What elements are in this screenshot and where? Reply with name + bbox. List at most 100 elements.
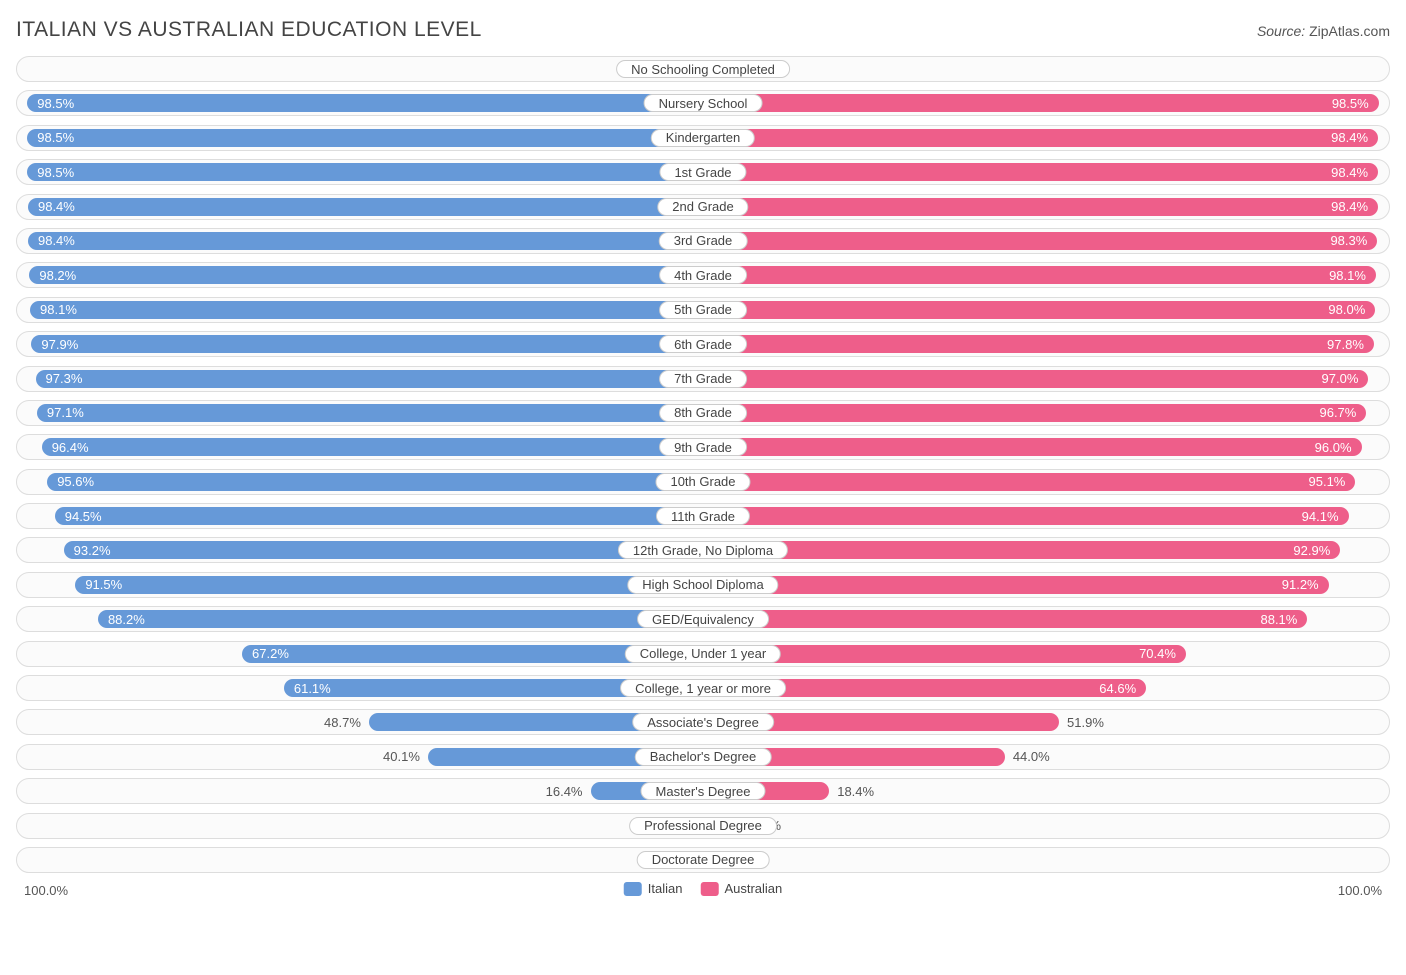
bar-right-value: 70.4% [1139,646,1176,661]
chart-row: 2.0%2.4%Doctorate Degree [16,847,1390,873]
chart-row: 91.5%91.2%High School Diploma [16,572,1390,598]
bar-left: 91.5% [75,576,703,594]
bar-left-value: 95.6% [57,474,94,489]
bar-left: 98.5% [27,163,703,181]
bar-left: 98.5% [27,129,703,147]
bar-left-value: 98.5% [37,165,74,180]
category-label: College, 1 year or more [620,679,786,697]
bar-left-value: 94.5% [65,509,102,524]
bar-right: 97.0% [703,370,1368,388]
bar-right: 94.1% [703,507,1349,525]
chart-row: 98.4% 98.4% 2nd Grade [16,194,1390,220]
bar-left: 95.6% [47,473,703,491]
category-label: 1st Grade [659,163,746,181]
category-label: Bachelor's Degree [635,748,772,766]
education-diverging-bar-chart: 1.5%1.6%No Schooling Completed98.5%98.5%… [16,56,1390,873]
category-label: Associate's Degree [632,713,774,731]
bar-left: 88.2% [98,610,703,628]
bar-right-value: 98.5% [1332,96,1369,111]
bar-left-value: 88.2% [108,612,145,627]
bar-right: 98.0% [703,301,1375,319]
chart-row: 93.2%92.9%12th Grade, No Diploma [16,537,1390,563]
bar-left-value: 96.4% [52,440,89,455]
category-label: Master's Degree [641,782,766,800]
chart-row: 98.4%98.3%3rd Grade [16,228,1390,254]
chart-row: 98.5% 98.4%1st Grade [16,159,1390,185]
chart-row: 97.3%97.0%7th Grade [16,366,1390,392]
bar-left-value: 98.4% [38,233,75,248]
bar-right: 97.8% [703,335,1374,353]
bar-right-value: 64.6% [1099,681,1136,696]
chart-row: 67.2% 70.4% College, Under 1 year [16,641,1390,667]
category-label: 4th Grade [659,266,747,284]
bar-left-value: 98.2% [39,268,76,283]
bar-left-value: 40.1% [383,745,420,769]
bar-right-value: 97.0% [1322,371,1359,386]
category-label: 12th Grade, No Diploma [618,541,788,559]
legend-swatch-left [624,882,642,896]
bar-left-value: 93.2% [74,543,111,558]
chart-row: 61.1% 64.6% College, 1 year or more [16,675,1390,701]
category-label: 2nd Grade [657,198,748,216]
chart-row: 98.2% 98.1% 4th Grade [16,262,1390,288]
category-label: No Schooling Completed [616,60,790,78]
bar-right: 95.1% [703,473,1355,491]
bar-left-value: 16.4% [546,779,583,803]
bar-right: 98.5% [703,94,1379,112]
bar-right-value: 98.4% [1331,199,1368,214]
bar-right-value: 98.3% [1330,233,1367,248]
bar-left-value: 61.1% [294,681,331,696]
bar-left-value: 91.5% [85,577,122,592]
bar-right: 98.1% [703,266,1376,284]
chart-row: 98.5%98.5%Nursery School [16,90,1390,116]
category-label: 10th Grade [655,473,750,491]
legend-label-right: Australian [724,881,782,896]
bar-left: 98.2% [29,266,703,284]
category-label: Nursery School [644,94,763,112]
source-value: ZipAtlas.com [1309,23,1390,39]
bar-left: 98.1% [30,301,703,319]
category-label: GED/Equivalency [637,610,769,628]
bar-right-value: 96.0% [1315,440,1352,455]
chart-header: ITALIAN VS AUSTRALIAN EDUCATION LEVEL So… [16,18,1390,42]
bar-right-value: 51.9% [1067,710,1104,734]
bar-left-value: 48.7% [324,710,361,734]
bar-right-value: 98.1% [1329,268,1366,283]
bar-left: 98.5% [27,94,703,112]
bar-right: 98.4% [703,163,1378,181]
axis-tick-left: 100.0% [24,883,68,898]
bar-left-value: 67.2% [252,646,289,661]
category-label: Doctorate Degree [637,851,770,869]
bar-left-value: 98.4% [38,199,75,214]
chart-row: 40.1% 44.0% Bachelor's Degree [16,744,1390,770]
chart-axis: 100.0% Italian Australian 100.0% [16,881,1390,907]
category-label: 6th Grade [659,335,747,353]
axis-tick-right: 100.0% [1338,883,1382,898]
chart-row: 1.5%1.6%No Schooling Completed [16,56,1390,82]
bar-right: 96.7% [703,404,1366,422]
bar-right-value: 97.8% [1327,337,1364,352]
chart-row: 4.8%5.9%Professional Degree [16,813,1390,839]
bar-left: 97.1% [37,404,703,422]
legend-item-right: Australian [700,881,782,896]
bar-right-value: 96.7% [1319,405,1356,420]
bar-right: 96.0% [703,438,1362,456]
bar-left: 97.9% [31,335,703,353]
bar-left: 93.2% [64,541,703,559]
bar-right-value: 94.1% [1302,509,1339,524]
bar-left-value: 97.3% [46,371,83,386]
category-label: College, Under 1 year [625,645,781,663]
bar-right-value: 98.4% [1331,130,1368,145]
bar-left-value: 97.1% [47,405,84,420]
bar-right: 98.4% [703,129,1378,147]
category-label: Professional Degree [629,817,777,835]
bar-right-value: 44.0% [1013,745,1050,769]
bar-left-value: 98.1% [40,302,77,317]
category-label: High School Diploma [627,576,778,594]
chart-row: 97.1%96.7%8th Grade [16,400,1390,426]
bar-left: 94.5% [55,507,703,525]
bar-right: 98.3% [703,232,1377,250]
bar-left: 97.3% [36,370,703,388]
chart-row: 16.4%18.4%Master's Degree [16,778,1390,804]
legend-swatch-right [700,882,718,896]
